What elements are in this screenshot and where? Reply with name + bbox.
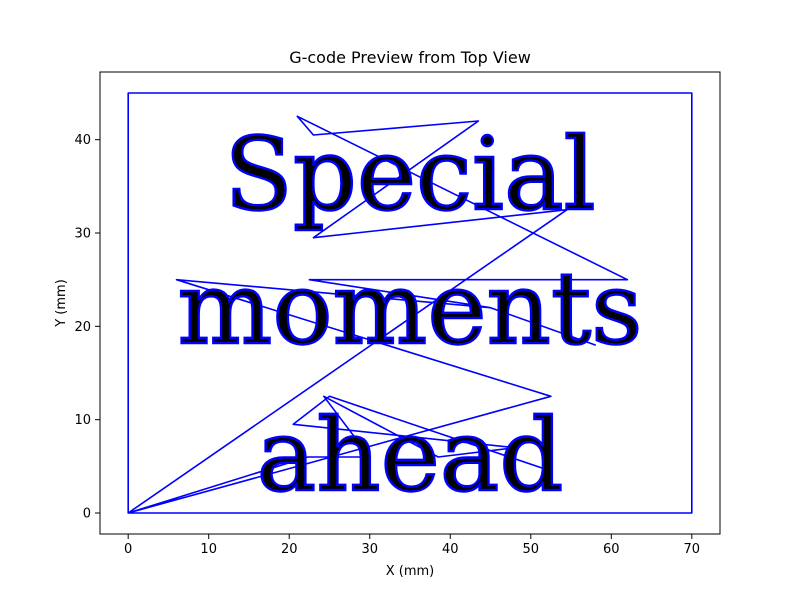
x-tick-label: 10 (200, 542, 217, 557)
x-tick-label: 50 (523, 542, 540, 557)
plot-frame (99, 71, 721, 535)
plot-data-layer: Special moments ahead (127, 92, 693, 515)
y-tick-label: 40 (74, 133, 91, 148)
toolpath-word-special: Special (224, 116, 595, 233)
x-tick-label: 40 (442, 542, 459, 557)
toolpath-line (127, 92, 693, 514)
y-tick-label: 0 (83, 507, 91, 522)
y-tick-label: 30 (74, 227, 91, 242)
y-axis-label: Y (mm) (54, 279, 69, 328)
x-tick-label: 0 (124, 542, 132, 557)
x-tick-label: 30 (361, 542, 378, 557)
chart-title: G-code Preview from Top View (289, 48, 531, 67)
y-axis-ticks: 0 10 20 30 40 (74, 133, 100, 522)
toolpath-word-moments: moments (178, 250, 643, 367)
x-tick-label: 70 (684, 542, 701, 557)
x-axis-ticks: 0 10 20 30 40 50 60 70 (124, 534, 700, 557)
toolpath-word-ahead: ahead (257, 397, 564, 514)
x-tick-label: 20 (281, 542, 298, 557)
x-tick-label: 60 (603, 542, 620, 557)
y-tick-label: 20 (74, 320, 91, 335)
y-tick-label: 10 (74, 413, 91, 428)
toolpath-lettering: Special moments ahead (176, 115, 643, 515)
x-axis-label: X (mm) (386, 564, 435, 579)
